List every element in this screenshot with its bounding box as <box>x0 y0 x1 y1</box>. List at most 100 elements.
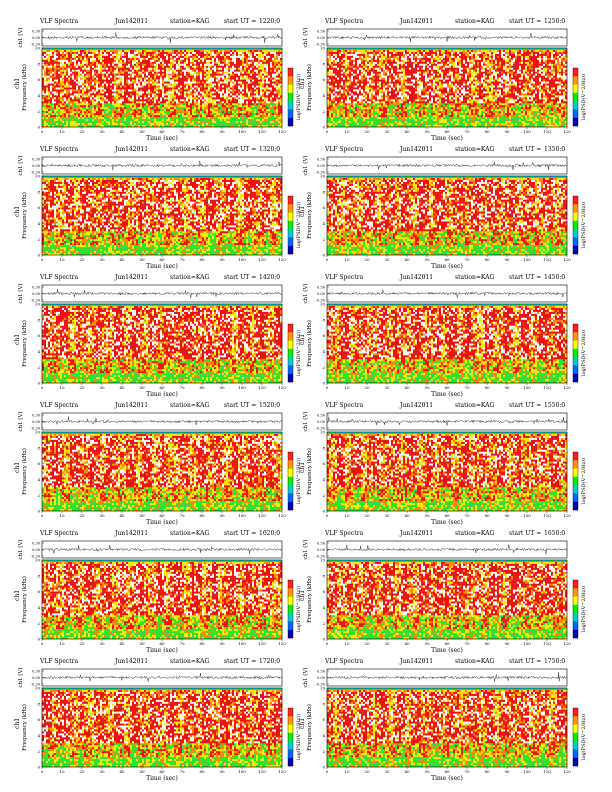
spectrogram-cell <box>114 78 116 80</box>
spectrogram-cell <box>148 107 150 109</box>
spectrogram-cell <box>144 115 146 117</box>
spectrogram-cell <box>82 91 84 93</box>
spectrogram-cell <box>126 70 128 72</box>
spectrogram-cell <box>50 123 52 125</box>
spectrogram-cell <box>118 121 120 123</box>
spectrogram-cell <box>106 58 108 60</box>
spectrogram-cell <box>104 88 106 90</box>
spectrogram-cell <box>68 54 70 56</box>
spectrogram-cell <box>78 76 80 78</box>
spectrogram-cell <box>72 99 74 101</box>
spectrogram-cell <box>68 86 70 88</box>
spectrogram-cell <box>98 121 100 123</box>
spectrogram-cell <box>106 89 108 91</box>
spectrogram-cell <box>68 119 70 121</box>
spectrogram-cell <box>154 123 156 125</box>
spectrogram-cell <box>122 101 124 103</box>
spectrogram-cell <box>128 99 130 101</box>
spectrogram-cell <box>60 58 62 60</box>
spectrogram-cell <box>64 88 66 90</box>
spectrogram-cell <box>136 64 138 66</box>
spectrogram-cell <box>142 54 144 56</box>
spectrogram-cell <box>138 78 140 80</box>
spectrogram-cell <box>122 66 124 68</box>
spectrogram-cell <box>146 105 148 107</box>
spectrogram-cell <box>82 97 84 99</box>
spectrogram-cell <box>76 76 78 78</box>
spectrogram-cell <box>124 105 126 107</box>
spectrogram-cell <box>80 74 82 76</box>
spectrogram-cell <box>110 70 112 72</box>
spectrogram-cell <box>130 95 132 97</box>
spectrogram-cell <box>104 93 106 95</box>
spectrogram-cell <box>84 95 86 97</box>
spectrogram-cell <box>46 66 48 68</box>
spectrogram-cell <box>114 115 116 117</box>
spectrogram-cell <box>142 56 144 58</box>
spectrogram-cell <box>110 74 112 76</box>
spectrogram-cell <box>66 72 68 74</box>
spectrogram-cell <box>110 103 112 105</box>
spectrogram-cell <box>64 107 66 109</box>
spectrogram-cell <box>72 97 74 99</box>
spectrogram-cell <box>140 109 142 111</box>
spectrogram-cell <box>134 68 136 70</box>
spectrogram-cell <box>142 99 144 101</box>
spectrogram-cell <box>60 119 62 121</box>
spectrogram-cell <box>78 78 80 80</box>
spectrogram-cell <box>94 72 96 74</box>
spectrogram-cell <box>66 52 68 54</box>
spectrogram-cell <box>144 95 146 97</box>
spectrogram-cell <box>118 88 120 90</box>
spectrogram-cell <box>62 56 64 58</box>
spectrogram-cell <box>124 86 126 88</box>
spectrogram-cell <box>152 109 154 111</box>
spectrogram-cell <box>126 66 128 68</box>
spectrogram-cell <box>84 74 86 76</box>
spectrogram-cell <box>60 54 62 56</box>
spectrogram-cell <box>114 107 116 109</box>
spectrogram-cell <box>112 91 114 93</box>
spectrogram-cell <box>56 115 58 117</box>
spectrogram-cell <box>128 66 130 68</box>
spectrogram-cell <box>46 60 48 62</box>
spectrogram-cell <box>54 60 56 62</box>
spectrogram-cell <box>144 91 146 93</box>
spectrogram-cell <box>106 123 108 125</box>
spectrogram-cell <box>158 107 160 109</box>
spectrogram-cell <box>142 80 144 82</box>
spectrogram-cell <box>46 101 48 103</box>
spectrogram-cell <box>114 76 116 78</box>
spectrogram-cell <box>76 109 78 111</box>
spectrogram-cell <box>42 103 44 105</box>
spectrogram-cell <box>118 109 120 111</box>
spectrogram-cell <box>90 101 92 103</box>
spectrogram-cell <box>92 86 94 88</box>
spectrogram-cell <box>74 66 76 68</box>
spectrogram-cell <box>112 68 114 70</box>
spectrogram-cell <box>146 115 148 117</box>
spectrogram-cell <box>146 103 148 105</box>
spectrogram-cell <box>54 86 56 88</box>
spectrogram-cell <box>60 70 62 72</box>
spectrogram-cell <box>134 62 136 64</box>
spectrogram-cell <box>92 93 94 95</box>
spectrogram-cell <box>126 95 128 97</box>
spectrogram-cell <box>84 78 86 80</box>
spectrogram-cell <box>138 115 140 117</box>
panel-ut-prefix: start UT = <box>224 18 256 25</box>
spectrogram-cell <box>98 107 100 109</box>
spectrogram-cell <box>66 95 68 97</box>
spectrogram-cell <box>156 64 158 66</box>
spectrogram-cell <box>50 93 52 95</box>
spectrogram-cell <box>132 86 134 88</box>
spectrogram-cell <box>76 64 78 66</box>
spectrogram-cell <box>74 121 76 123</box>
spectrogram-cell <box>156 66 158 68</box>
spectrogram-cell <box>138 68 140 70</box>
spectrogram-cell <box>104 97 106 99</box>
spectrogram-cell <box>66 99 68 101</box>
spectrogram-cell <box>78 86 80 88</box>
spectrogram-cell <box>62 117 64 119</box>
spectrogram-cell <box>70 86 72 88</box>
